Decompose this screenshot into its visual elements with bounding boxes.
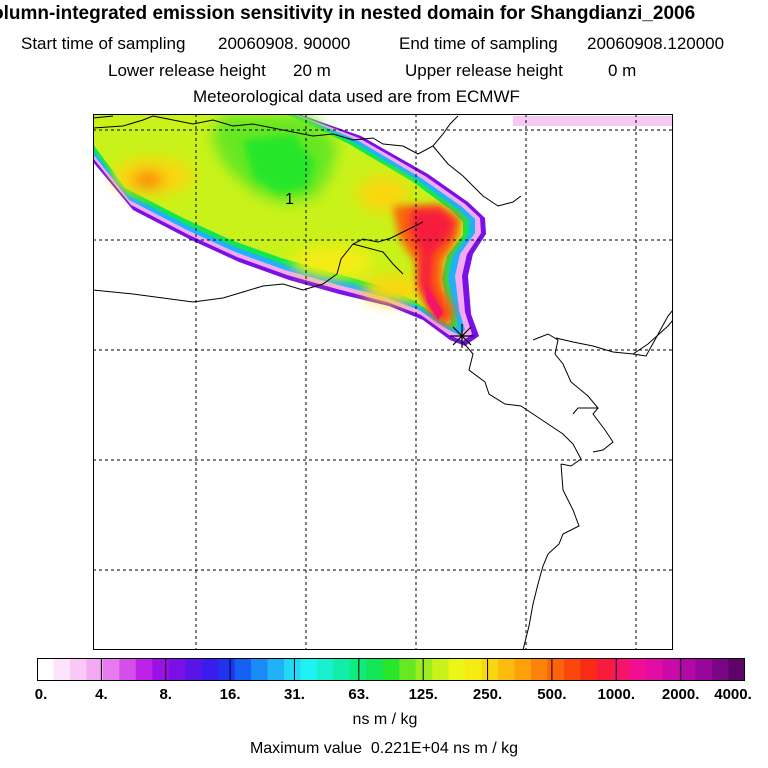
colorbar-cell	[399, 658, 417, 681]
colorbar-cell	[613, 658, 631, 681]
lower-height-value: 20 m	[293, 61, 331, 80]
map-annotation: 1	[285, 191, 294, 208]
colorbar-cell	[432, 658, 450, 681]
plume-mid-patches	[113, 158, 423, 303]
colorbar-tick-label: 125.	[408, 686, 438, 703]
colorbar-cell	[316, 658, 334, 681]
colorbar-cell	[201, 658, 219, 681]
colorbar-cell	[563, 658, 581, 681]
map-grid	[93, 114, 673, 650]
colorbar-cell	[530, 658, 549, 681]
end-time-label: End time of sampling	[399, 34, 558, 53]
star-icon	[450, 324, 474, 348]
coastlines	[93, 115, 673, 650]
colorbar-cell	[547, 658, 565, 681]
colorbar-tick-label: 8.	[159, 686, 172, 703]
colorbar-cell	[185, 658, 203, 681]
colorbar-cell	[465, 658, 483, 681]
colorbar-cell	[695, 658, 713, 681]
colorbar-cell	[300, 658, 318, 681]
colorbar-cell	[251, 658, 269, 681]
colorbar-tick-label: 16.	[219, 686, 241, 703]
plume-edge-strip	[513, 116, 673, 126]
maximum-value: Maximum value 0.221E+04 ns m / kg	[250, 740, 518, 758]
colorbar-cell	[119, 658, 137, 681]
colorbar-cell	[234, 658, 252, 681]
colorbar-tick-label: 0.	[34, 686, 48, 703]
colorbar	[37, 658, 745, 681]
colorbar-tick-label: 250.	[472, 686, 503, 703]
met-data-line: Meteorological data used are from ECMWF	[193, 87, 520, 106]
colorbar-cell	[366, 658, 384, 681]
colorbar-cell	[382, 658, 400, 681]
colorbar-cell	[102, 658, 120, 681]
colorbar-tick-label: 1000.	[597, 686, 636, 703]
end-time-value: 20060908.120000	[587, 34, 725, 53]
upper-height-label: Upper release height	[405, 61, 563, 80]
colorbar-cell	[679, 658, 697, 681]
colorbar-cell	[415, 658, 433, 681]
map-frame	[93, 114, 673, 650]
colorbar-cell	[333, 658, 351, 681]
plume-low-core	[243, 134, 315, 194]
start-time-value: 20060908. 90000	[218, 34, 351, 53]
plot-title: olumn-integrated emission sensitivity in…	[0, 3, 696, 24]
colorbar-cell	[135, 658, 153, 681]
colorbar-cell	[448, 658, 466, 681]
colorbar-cell	[86, 658, 104, 681]
colorbar-cell	[69, 658, 87, 681]
colorbar-tick-label: 4000.	[714, 686, 752, 703]
colorbar-tick-label: 63.	[348, 686, 370, 703]
map-panel: 1	[93, 114, 673, 650]
colorbar-cell	[283, 658, 302, 681]
colorbar-tick-label: 500.	[537, 686, 567, 703]
colorbar-cell	[728, 658, 745, 681]
maximum-value-label: Maximum value	[249, 740, 362, 757]
colorbar-unit: ns m / kg	[352, 711, 418, 728]
colorbar-cell	[267, 658, 285, 681]
upper-height-value: 0 m	[608, 61, 637, 80]
colorbar-cell	[662, 658, 680, 681]
colorbar-cell	[646, 658, 664, 681]
colorbar-cell	[514, 658, 532, 681]
colorbar-tick-label: 31.	[284, 686, 305, 703]
colorbar-cell	[498, 658, 516, 681]
colorbar-tick-label: 2000.	[661, 686, 700, 703]
lower-height-label: Lower release height	[108, 61, 266, 80]
colorbar-cell	[629, 658, 647, 681]
colorbar-cell	[152, 658, 170, 681]
colorbar-cell	[37, 658, 55, 681]
colorbar-cell	[53, 658, 71, 681]
colorbar-cell	[712, 658, 730, 681]
colorbar-cell	[168, 658, 186, 681]
colorbar-cell	[596, 658, 614, 681]
plume-high-core	[393, 204, 461, 328]
start-time-label: Start time of sampling	[21, 34, 186, 53]
colorbar-cell	[218, 658, 236, 681]
colorbar-cell	[481, 658, 499, 681]
maximum-value-number: 0.221E+04 ns m / kg	[370, 740, 519, 757]
colorbar-tick-label: 4.	[95, 686, 108, 703]
colorbar-cell	[580, 658, 598, 681]
